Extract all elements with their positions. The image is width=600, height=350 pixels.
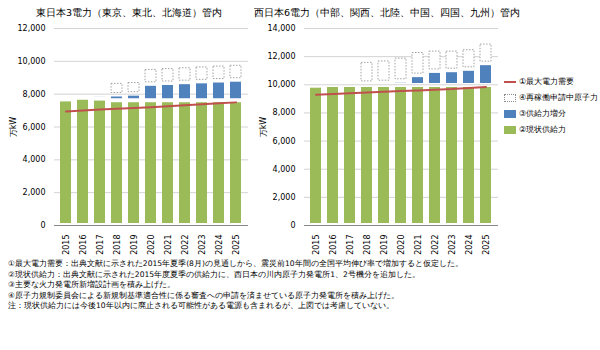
svg-text:2015: 2015 [312, 235, 321, 255]
svg-text:2022: 2022 [181, 235, 190, 255]
svg-text:2024: 2024 [215, 235, 224, 255]
html-text:④原子力規制委員会による新規制基準適合性に係る審査への申請を: ④原子力規制委員会による新規制基準適合性に係る審査への申請を済ませている原子力発… [8, 290, 399, 300]
svg-text:万kW: 万kW [9, 117, 18, 138]
html-text:③供給力増分: ③供給力増分 [519, 109, 567, 118]
svg-text:12,000: 12,000 [268, 52, 296, 61]
svg-text:2,000: 2,000 [273, 193, 296, 202]
svg-text:0: 0 [290, 221, 295, 230]
svg-text:4,000: 4,000 [23, 155, 46, 164]
svg-text:2019: 2019 [130, 235, 139, 255]
svg-text:12,000: 12,000 [18, 24, 46, 33]
html-text:注：現状供給力には今後10年以内に廃止される可能性がある電源: 注：現状供給力には今後10年以内に廃止される可能性がある電源も含まれるが、上図で… [8, 301, 394, 310]
svg-text:2015: 2015 [62, 235, 71, 255]
html-text:④再稼働申請中原子力: ④再稼働申請中原子力 [519, 93, 599, 102]
svg-text:2023: 2023 [448, 235, 457, 255]
svg-text:2016: 2016 [79, 235, 88, 255]
svg-text:14,000: 14,000 [268, 24, 296, 33]
html-text:②現状供給力：出典文献に示された2015年度夏季の供給力に、: ②現状供給力：出典文献に示された2015年度夏季の供給力に、西日本の川内原子力発… [8, 269, 420, 279]
svg-text:2017: 2017 [346, 235, 355, 255]
svg-text:2025: 2025 [232, 235, 241, 255]
svg-text:2019: 2019 [380, 235, 389, 255]
svg-text:2,000: 2,000 [23, 188, 46, 197]
svg-text:2021: 2021 [414, 235, 423, 255]
html-text:②現状供給力: ②現状供給力 [519, 125, 567, 134]
html-text:①最大電力需要: ①最大電力需要 [519, 77, 575, 86]
html-text:西日本6電力（中部、関西、北陸、中国、四国、九州）管内: 西日本6電力（中部、関西、北陸、中国、四国、九州）管内 [254, 7, 520, 18]
svg-text:2024: 2024 [465, 235, 474, 255]
svg-text:8,000: 8,000 [273, 108, 296, 117]
svg-text:6,000: 6,000 [23, 123, 46, 132]
html-text:③主要な火力発電所新増設計画を積み上げた。: ③主要な火力発電所新増設計画を積み上げた。 [8, 280, 175, 289]
svg-text:2017: 2017 [96, 235, 105, 255]
svg-text:2023: 2023 [198, 235, 207, 255]
svg-text:10,000: 10,000 [18, 57, 46, 66]
svg-text:2020: 2020 [397, 235, 406, 255]
svg-text:8,000: 8,000 [23, 90, 46, 99]
svg-text:2018: 2018 [363, 235, 372, 255]
svg-text:2020: 2020 [147, 235, 156, 255]
svg-text:2022: 2022 [431, 235, 440, 255]
svg-text:2016: 2016 [329, 235, 338, 255]
html-text:東日本3電力（東京、東北、北海道）管内: 東日本3電力（東京、東北、北海道）管内 [36, 7, 222, 18]
svg-text:2025: 2025 [482, 235, 491, 255]
svg-text:10,000: 10,000 [268, 80, 296, 89]
svg-text:2021: 2021 [164, 235, 173, 255]
svg-text:万kW: 万kW [259, 117, 268, 138]
html-text:①最大電力需要：出典文献に示された2015年夏季(8月)の見: ①最大電力需要：出典文献に示された2015年夏季(8月)の見通しから、震災前10… [8, 259, 463, 268]
svg-text:4,000: 4,000 [273, 165, 296, 174]
svg-text:6,000: 6,000 [273, 137, 296, 146]
svg-text:2018: 2018 [113, 235, 122, 255]
svg-text:0: 0 [40, 221, 45, 230]
